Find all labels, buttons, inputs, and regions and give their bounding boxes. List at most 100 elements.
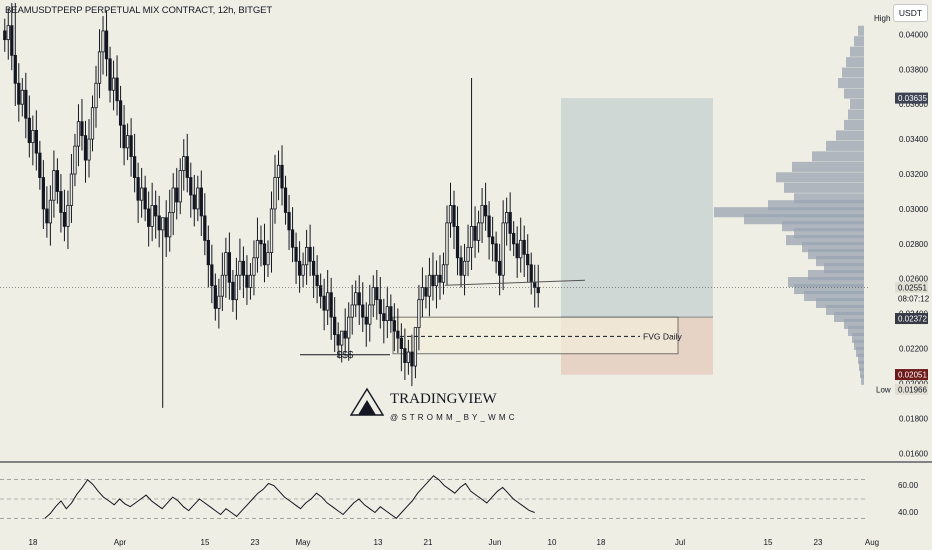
candle-down [192, 194, 196, 210]
candle-up [340, 330, 344, 346]
candle-down [508, 212, 512, 234]
candle-down [17, 82, 21, 105]
profile-bar [836, 130, 864, 141]
candle-down [536, 287, 540, 294]
candle-up [413, 327, 418, 367]
profile-bar [850, 46, 864, 57]
profile-bar [816, 256, 864, 267]
candle-down [364, 316, 368, 325]
candle-down [241, 260, 246, 276]
candle-up [111, 77, 116, 91]
candle-up [69, 173, 74, 206]
candle-down [231, 281, 235, 301]
candle-down [203, 215, 207, 241]
trendline [444, 279, 586, 286]
candle-down [175, 187, 179, 203]
candle-up [505, 212, 509, 224]
candle-up [462, 260, 467, 276]
price-tick: 0.02600 [899, 275, 928, 284]
annotations: $$$ FVG Daily [0, 279, 868, 361]
volume-profile [714, 25, 864, 385]
fvg-box [392, 316, 679, 355]
profile-bar [784, 182, 864, 193]
price-tick: 0.03200 [899, 170, 928, 179]
profile-bar [852, 332, 864, 343]
watermark: TRADINGVIEW @ S T R O M M _ B Y _ W M C [349, 387, 515, 422]
candle-down [490, 236, 495, 245]
time-tick: 15 [764, 538, 773, 547]
candle-up [350, 304, 354, 318]
countdown-label: 08:07:12 [898, 294, 930, 303]
profile-bar [834, 311, 864, 322]
candle-down [315, 274, 319, 287]
candle-down [83, 135, 88, 161]
candle-up [480, 205, 484, 224]
candle-up [252, 257, 256, 276]
candle-up [196, 187, 200, 210]
candle-down [512, 232, 516, 245]
time-tick: Jun [489, 538, 502, 547]
stop-price-tag-bg [895, 369, 928, 381]
stop-price-tag: 0.02051 [898, 371, 927, 380]
candle-down [308, 246, 312, 262]
candle-down [336, 334, 340, 346]
candle-up [269, 208, 274, 253]
target-price-tag-bg [895, 92, 928, 104]
candle-down [357, 292, 361, 306]
candle-down [147, 208, 151, 227]
candle-down [262, 243, 267, 266]
fvg-price-tag-bg [895, 313, 928, 325]
profile-bar [714, 207, 864, 218]
candle-up [20, 89, 24, 105]
candle-down [438, 274, 442, 283]
candle-up [273, 177, 277, 210]
candle-up [76, 121, 81, 147]
profile-bar [802, 242, 864, 253]
candle-up [48, 199, 53, 224]
candle-up [140, 187, 144, 201]
profile-bar [792, 161, 864, 172]
candle-down [41, 177, 45, 210]
time-tick: 18 [29, 538, 38, 547]
candle-down [3, 30, 7, 41]
candle-up [420, 287, 425, 301]
candle-down [392, 320, 396, 332]
candle-down [118, 100, 123, 126]
profile-bar [844, 88, 864, 99]
price-axis[interactable]: 0.04000 0.03800 0.03600 0.03400 0.03200 0.030… [874, 0, 930, 462]
watermark-handle: @ S T R O M M _ B Y _ W M C [390, 413, 515, 422]
candle-down [529, 264, 533, 283]
candle-down [24, 89, 28, 119]
candle-down [382, 313, 386, 322]
candle-down [210, 264, 214, 287]
candle-down [80, 121, 84, 137]
candle-down [399, 337, 403, 349]
time-axis[interactable]: 18 Apr 15 23 May 13 21 Jun 10 18 Jul 15 23 Aug [29, 538, 880, 547]
profile-bar [858, 353, 864, 364]
watermark-logo-inner [358, 400, 376, 415]
profile-bar [858, 25, 864, 36]
candle-down [122, 124, 126, 149]
currency-button[interactable]: USDT [893, 4, 928, 22]
profile-bar [816, 297, 864, 309]
profile-bar [838, 78, 864, 89]
profile-bar [794, 193, 864, 204]
candle-down [287, 212, 291, 231]
candle-down [294, 246, 298, 262]
candle-down [45, 208, 49, 224]
candle-down [136, 177, 140, 201]
fvg-label: FVG Daily [643, 331, 682, 341]
candle-down [522, 239, 526, 255]
candle-up [368, 304, 372, 325]
candle-down [143, 187, 147, 210]
profile-bar [786, 235, 864, 246]
candle-down [515, 243, 519, 259]
time-tick: May [295, 538, 310, 547]
candle-down [483, 205, 488, 217]
candle-down [62, 212, 67, 227]
candle-up [276, 164, 281, 178]
time-tick: Jul [675, 538, 685, 547]
candle-down [290, 229, 295, 248]
candle-down [227, 252, 232, 283]
